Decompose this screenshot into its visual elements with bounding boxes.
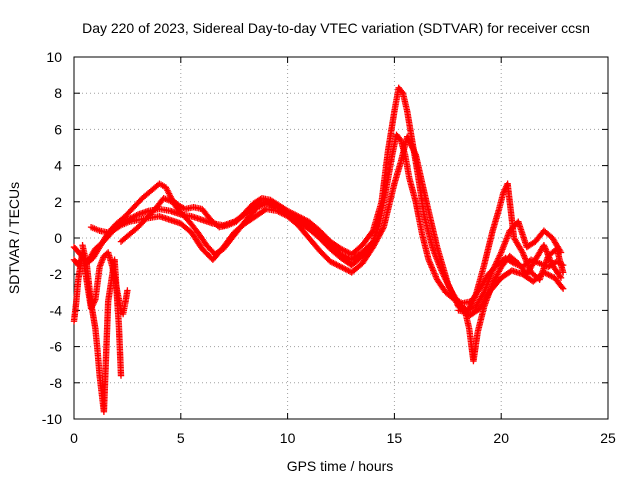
- data-point: [559, 269, 567, 276]
- y-tick-label: -6: [50, 339, 63, 355]
- data-point-dense: [445, 281, 452, 288]
- data-point-dense: [480, 290, 487, 297]
- data-point-dense: [379, 225, 387, 232]
- x-tick-label: 25: [600, 430, 616, 446]
- x-axis-label: GPS time / hours: [287, 458, 394, 474]
- data-point-dense: [449, 290, 456, 297]
- data-point-dense: [556, 273, 564, 280]
- y-tick-label: 6: [54, 121, 62, 137]
- data-point: [444, 280, 451, 287]
- data-point-dense: [368, 241, 376, 248]
- y-axis-label: SDTVAR / TECUs: [6, 182, 22, 294]
- data-point-dense: [558, 284, 566, 291]
- y-tick-labels: -10 -8 -6 -4 -2 0 2 4 6 8 10: [42, 49, 62, 427]
- data-point-dense: [471, 294, 478, 301]
- data-point-dense: [451, 294, 458, 302]
- y-tick-label: 4: [54, 158, 62, 174]
- data-point: [369, 240, 377, 247]
- x-tick-labels: 0 5 10 15 20 25: [70, 430, 616, 446]
- grid: [74, 57, 608, 419]
- data-point-dense: [445, 282, 453, 290]
- data-point: [559, 285, 567, 292]
- y-tick-label: -2: [50, 266, 63, 282]
- y-tick-label: 2: [54, 194, 62, 210]
- y-tick-label: -8: [50, 375, 63, 391]
- data-point-dense: [452, 297, 460, 305]
- x-tick-label: 0: [70, 430, 78, 446]
- data-point-dense: [451, 296, 459, 303]
- data-point: [124, 287, 131, 294]
- data-point-dense: [368, 228, 376, 236]
- chart-title: Day 220 of 2023, Sidereal Day-to-day VTE…: [82, 20, 590, 36]
- data-point-dense: [447, 287, 455, 294]
- y-tick-label: -10: [42, 411, 62, 427]
- data-point-dense: [449, 291, 457, 299]
- data-point-dense: [446, 284, 454, 291]
- x-tick-label: 15: [387, 430, 403, 446]
- data-point-dense: [450, 293, 458, 300]
- data-point-dense: [448, 288, 456, 296]
- data-point-dense: [398, 88, 406, 96]
- data-point-dense: [453, 300, 461, 308]
- y-tick-label: -4: [50, 302, 63, 318]
- data-point: [557, 274, 565, 282]
- data-point-dense: [453, 299, 460, 306]
- data-marks: [70, 84, 567, 415]
- y-tick-label: 0: [54, 230, 62, 246]
- y-tick-label: 10: [46, 49, 62, 65]
- x-tick-label: 5: [177, 430, 185, 446]
- data-point: [117, 372, 125, 379]
- x-tick-label: 10: [280, 430, 296, 446]
- y-tick-label: 8: [54, 85, 62, 101]
- x-tick-label: 20: [493, 430, 509, 446]
- data-point-dense: [447, 285, 454, 293]
- axis-ticks: [73, 56, 609, 420]
